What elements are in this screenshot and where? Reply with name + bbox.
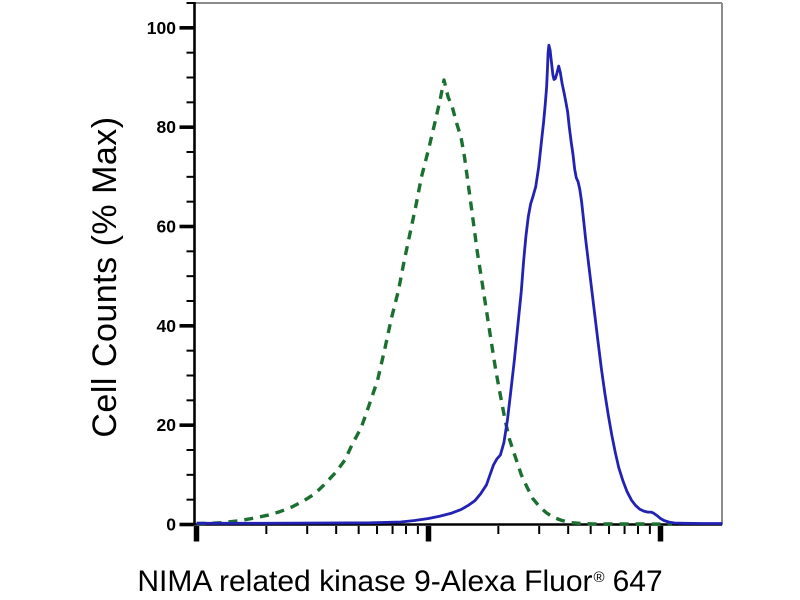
green-dashed-curve xyxy=(196,78,673,526)
y-tick-label: 60 xyxy=(157,217,177,237)
x-axis-title-number: 647 xyxy=(612,565,663,598)
y-tick-label: 40 xyxy=(157,316,177,336)
x-axis-title: NIMA related kinase 9-Alexa Fluor® 647 xyxy=(0,560,800,600)
y-tick-label: 20 xyxy=(157,415,177,435)
y-tick-label: 100 xyxy=(147,18,176,38)
y-tick-label: 80 xyxy=(157,117,177,137)
registered-trademark-icon: ® xyxy=(593,569,605,586)
y-tick-label: 0 xyxy=(166,515,176,535)
blue-solid-curve xyxy=(196,43,723,525)
y-axis-title: Cell Counts (% Max) xyxy=(86,116,124,438)
x-axis-title-text: NIMA related kinase 9-Alexa Fluor xyxy=(137,565,593,598)
